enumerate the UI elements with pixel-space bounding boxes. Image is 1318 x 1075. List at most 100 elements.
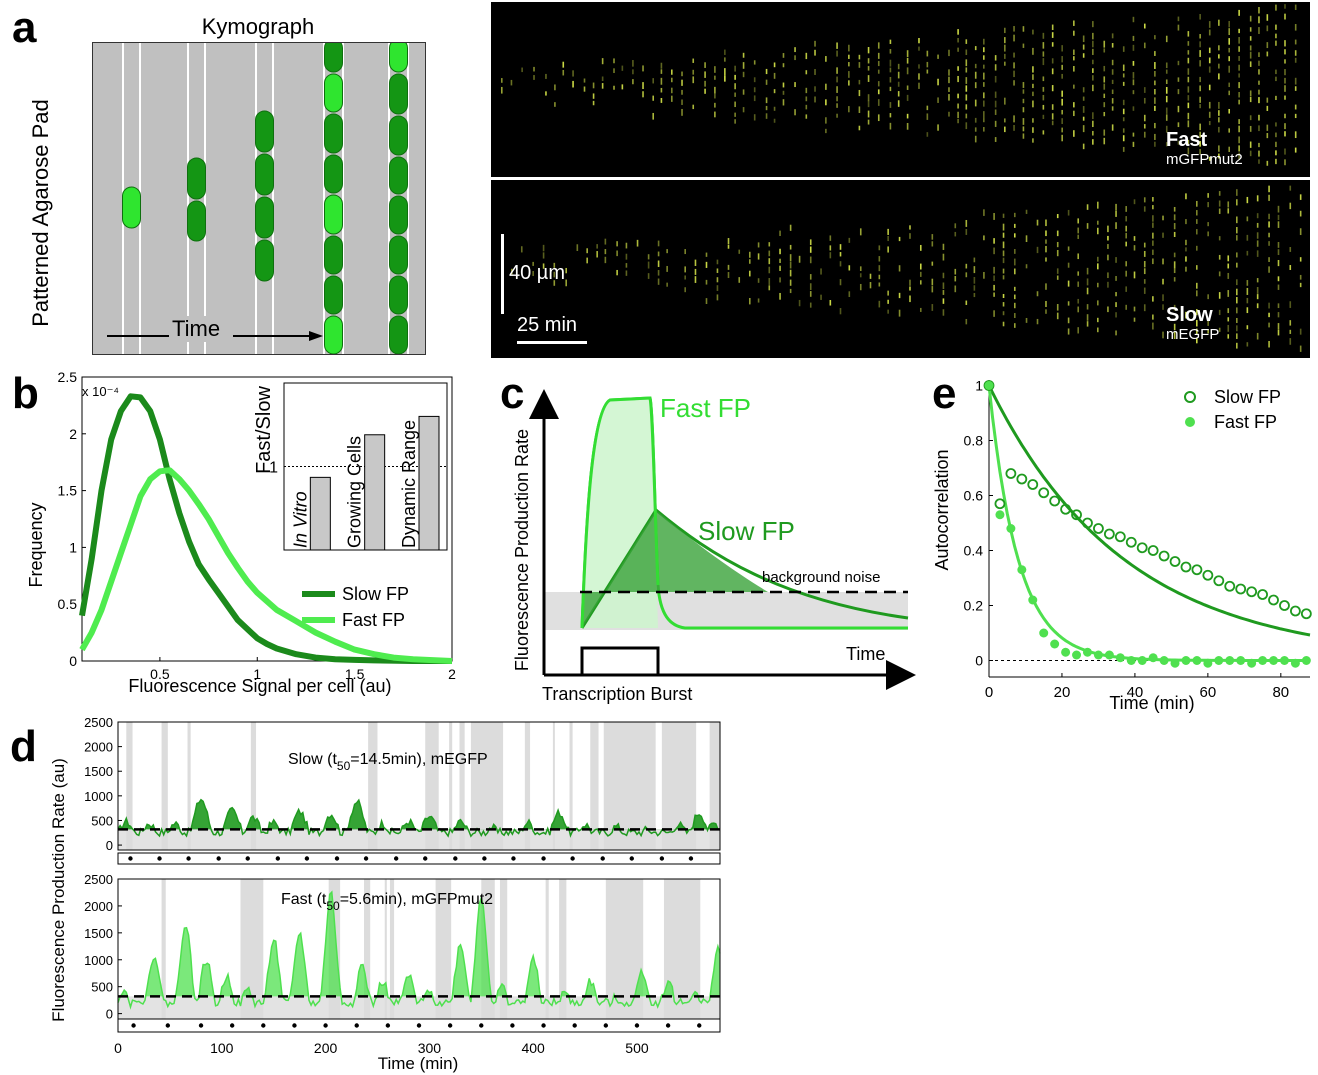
kymo-dot (1258, 60, 1260, 66)
d-dot (541, 856, 546, 861)
kymo-dot (666, 265, 668, 272)
kymo-dot (1051, 24, 1054, 31)
kymo-dot (1228, 90, 1231, 96)
kymo-dot (1266, 133, 1269, 139)
kymo-dot (1236, 333, 1238, 339)
time-arrow (107, 331, 323, 341)
kymo-dot (1004, 61, 1006, 66)
kymo-dot (1165, 69, 1168, 74)
c-slow-fp-line (580, 507, 909, 629)
d-gray-band (545, 879, 549, 1019)
kymo-dot (957, 66, 959, 71)
kymo-dot (704, 80, 706, 87)
kymo-dot (742, 52, 745, 58)
d-gray-band (389, 879, 395, 1019)
kymo-dot (1238, 37, 1240, 44)
kymo-dot (1249, 15, 1252, 22)
kymo-dot (809, 283, 812, 290)
b-xtick-label: 1.5 (345, 666, 365, 682)
d-gray-band (161, 722, 168, 850)
kymo-dot (948, 87, 950, 92)
kymo-dot (889, 49, 892, 54)
kymo-dot (671, 95, 673, 102)
kymo-dot (1133, 306, 1136, 312)
kymo-dot (562, 61, 565, 68)
kymo-dot (794, 55, 796, 61)
kymo-dot (1132, 79, 1135, 86)
kymo-dot (1013, 233, 1016, 238)
kymo-dot (937, 78, 939, 86)
kymo-dot (694, 268, 697, 275)
kymo-dot (889, 67, 892, 73)
kymo-dot (704, 88, 706, 94)
kymo-dot (1258, 80, 1260, 85)
kymo-dot (1266, 51, 1269, 57)
kymo-dot (621, 65, 624, 71)
e-ytick-label: 0.6 (964, 488, 984, 504)
kymo-dot (829, 235, 832, 241)
kymo-dot (887, 235, 889, 242)
b-inset-bar (309, 476, 331, 551)
kymo-dot (993, 284, 995, 291)
cell (389, 115, 408, 156)
kymo-dot (1032, 91, 1034, 97)
kymo-dot (734, 83, 736, 90)
kymo-dot (1056, 241, 1059, 248)
kymo-dot (965, 113, 968, 119)
d-gray-band (435, 879, 452, 1019)
kymo-dot (1154, 105, 1156, 111)
d-dot-strip (117, 852, 721, 865)
kymo-dot (1025, 209, 1028, 214)
e-ytick-label: 0 (975, 653, 983, 669)
kymo-dot (1185, 247, 1187, 252)
kymo-dot (684, 275, 686, 280)
kymo-dot (1077, 306, 1080, 313)
kymo-dot (1125, 225, 1127, 232)
kymo-dot (965, 229, 968, 235)
d-dot (323, 1023, 328, 1028)
kymo-dot (1061, 127, 1063, 133)
b-inset-ytick-label: 1 (269, 460, 278, 477)
kymo-dot (684, 266, 686, 273)
kymo-dot (1022, 98, 1025, 104)
e-point-slow (1082, 517, 1093, 529)
kymo-dot (1284, 77, 1286, 84)
kymo-dot (1132, 132, 1135, 137)
kymo-dot (1013, 294, 1016, 300)
kymo-dot (1238, 9, 1240, 16)
kymo-dot (1238, 91, 1240, 98)
kymo-dot (742, 89, 745, 95)
kymo-dot (789, 288, 792, 294)
kymo-dot (1246, 216, 1249, 222)
kymo-dot (957, 29, 959, 35)
kymo-dot (1025, 317, 1028, 323)
kymo-dot (757, 253, 760, 260)
kymo-dot (533, 75, 535, 80)
kymo-dot (1013, 70, 1015, 78)
c-ylabel: Fluorescence Production Rate (512, 429, 532, 671)
kymo-dot (1092, 130, 1094, 136)
kymo-dot (1092, 139, 1094, 145)
kymo-dot (1097, 282, 1099, 288)
e-point-slow (1213, 575, 1225, 587)
kymo-dot (877, 60, 880, 67)
kymo-dot (1228, 56, 1231, 62)
kymo-dot (1115, 222, 1117, 229)
kymo-dot (1289, 329, 1292, 334)
kymo-dot (1173, 261, 1176, 269)
d-gray-band (552, 722, 555, 850)
kymo-dot (1275, 141, 1277, 148)
kymo-dot (1036, 318, 1039, 325)
kymo-dot (1236, 297, 1238, 304)
d-signal-line (117, 890, 721, 1010)
d-xtick-label: 500 (625, 1040, 649, 1056)
d-gray-band (449, 722, 453, 850)
kymo-dot (1238, 46, 1240, 52)
kymo-dot (542, 252, 545, 259)
kymo-dot (1227, 308, 1230, 314)
kymo-dot (798, 299, 801, 307)
kymo-dot (1162, 232, 1164, 238)
kymo-dot (753, 95, 756, 102)
b-series-slow (79, 393, 452, 664)
kymo-dot (948, 69, 950, 76)
